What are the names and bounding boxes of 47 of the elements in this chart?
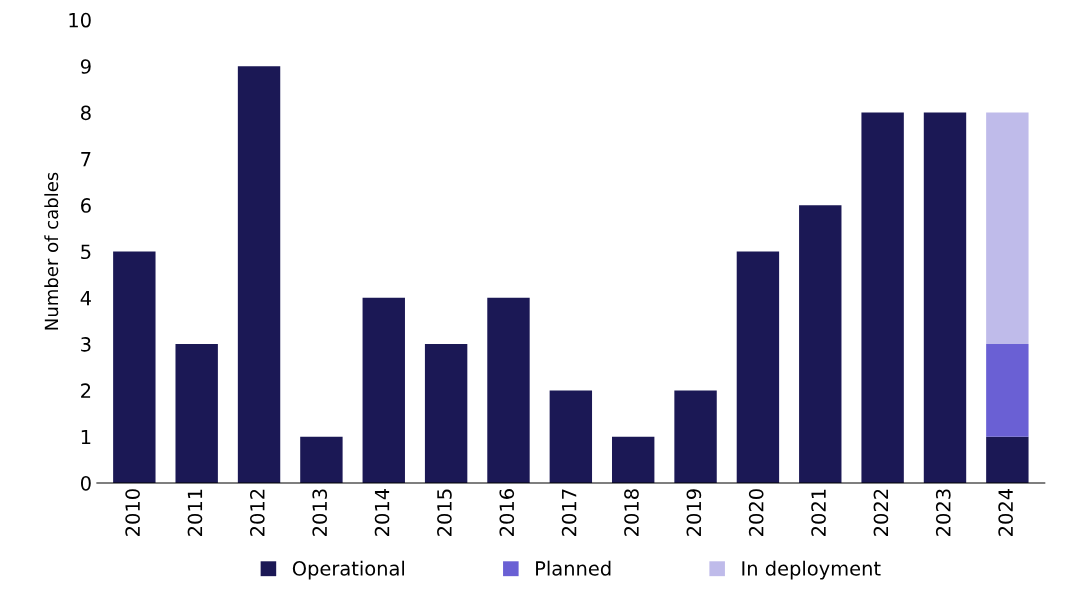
bar bbox=[674, 390, 717, 483]
y-tick-label: 3 bbox=[81, 337, 91, 352]
x-tick-label: 2023 bbox=[935, 489, 951, 536]
bar bbox=[113, 251, 156, 483]
x-tick-label: 2017 bbox=[561, 489, 577, 536]
y-tick-label: 4 bbox=[80, 290, 91, 306]
bar bbox=[612, 436, 655, 483]
bar bbox=[861, 112, 904, 483]
bar bbox=[986, 112, 1029, 345]
bar bbox=[300, 436, 343, 483]
x-tick-label: 2019 bbox=[686, 489, 702, 536]
x-tick-label: 2016 bbox=[499, 489, 515, 536]
bar bbox=[424, 344, 468, 483]
bar bbox=[923, 112, 967, 483]
legend-label: Planned bbox=[536, 560, 611, 576]
bar bbox=[237, 66, 281, 483]
bar bbox=[175, 344, 218, 483]
x-tick-label: 2024 bbox=[998, 488, 1013, 536]
x-tick-label: 2014 bbox=[374, 488, 390, 536]
x-tick-label: 2015 bbox=[437, 489, 452, 536]
x-tick-label: 2021 bbox=[811, 489, 826, 536]
bar bbox=[487, 297, 530, 483]
bar bbox=[986, 436, 1029, 483]
y-tick-label: 8 bbox=[81, 105, 91, 121]
y-tick-label: 2 bbox=[81, 383, 91, 398]
x-tick-label: 2012 bbox=[249, 489, 265, 536]
y-tick-label: 6 bbox=[81, 198, 91, 213]
x-tick-label: 2018 bbox=[624, 489, 639, 536]
x-tick-label: 2020 bbox=[748, 489, 764, 536]
y-tick-label: 9 bbox=[80, 59, 91, 74]
legend-label: In deployment bbox=[742, 560, 881, 580]
y-tick-label: 1 bbox=[81, 429, 91, 445]
y-tick-label: 0 bbox=[80, 475, 91, 491]
x-tick-label: 2022 bbox=[873, 489, 889, 536]
bar bbox=[549, 390, 593, 483]
y-tick-label: 10 bbox=[69, 12, 91, 28]
y-tick-label: 5 bbox=[81, 244, 91, 260]
x-tick-label: 2010 bbox=[125, 489, 140, 536]
bar bbox=[986, 344, 1029, 437]
x-tick-label: 2013 bbox=[312, 489, 328, 536]
x-tick-label: 2011 bbox=[187, 489, 203, 536]
y-axis-title: Number of cables bbox=[44, 172, 59, 330]
bar bbox=[362, 297, 405, 483]
y-tick-label: 7 bbox=[81, 152, 91, 167]
legend-label: Operational bbox=[292, 560, 405, 580]
bar bbox=[736, 251, 780, 483]
bar bbox=[799, 205, 842, 483]
